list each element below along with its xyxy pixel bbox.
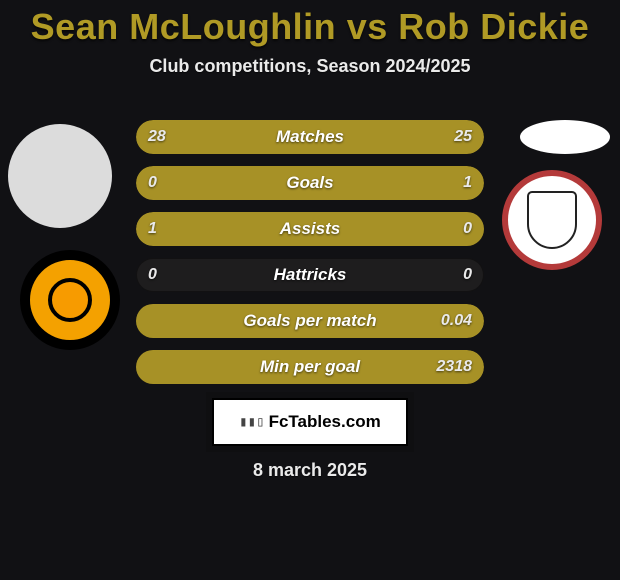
branding-text: FcTables.com xyxy=(269,412,381,432)
club-left-logo xyxy=(20,250,120,350)
shield-icon xyxy=(527,191,577,249)
club-right-logo xyxy=(502,170,602,270)
stat-label: Matches xyxy=(136,120,484,154)
player-left-photo xyxy=(8,124,112,228)
snapshot-date: 8 march 2025 xyxy=(0,460,620,481)
player-left-name: Sean McLoughlin xyxy=(31,6,337,47)
subtitle: Club competitions, Season 2024/2025 xyxy=(0,56,620,77)
stat-row: 2825Matches xyxy=(136,120,484,154)
stat-bars-container: 2825Matches 01Goals 10Assists 00Hattricks 0.… xyxy=(136,120,484,396)
comparison-title: Sean McLoughlin vs Rob Dickie xyxy=(0,0,620,48)
stat-label: Min per goal xyxy=(136,350,484,384)
stat-row: 01Goals xyxy=(136,166,484,200)
stat-label: Goals per match xyxy=(136,304,484,338)
stat-label: Goals xyxy=(136,166,484,200)
chart-icon: ▮▮▯ xyxy=(239,414,264,430)
branding-badge: ▮▮▯ FcTables.com xyxy=(212,398,408,446)
stat-label: Assists xyxy=(136,212,484,246)
stat-row: 00Hattricks xyxy=(136,258,484,292)
stat-row: 2318Min per goal xyxy=(136,350,484,384)
vs-word: vs xyxy=(347,6,388,47)
stat-row: 10Assists xyxy=(136,212,484,246)
player-right-photo xyxy=(520,120,610,154)
player-right-name: Rob Dickie xyxy=(398,6,589,47)
stat-label: Hattricks xyxy=(136,258,484,292)
tiger-icon xyxy=(48,278,92,322)
stat-row: 0.04Goals per match xyxy=(136,304,484,338)
